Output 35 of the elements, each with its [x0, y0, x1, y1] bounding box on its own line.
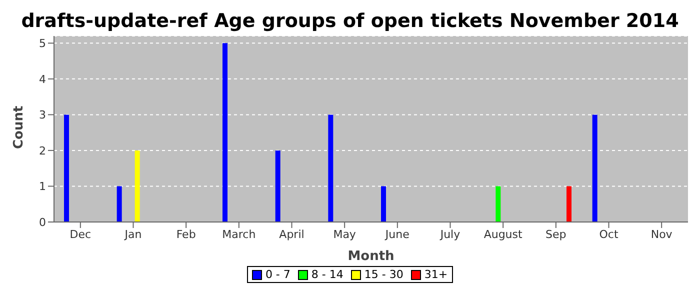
- x-tick-label: Sep: [546, 228, 566, 241]
- bar: [275, 150, 280, 222]
- bar: [592, 114, 598, 222]
- x-tick-label: Feb: [176, 228, 196, 241]
- x-tick-label: Dec: [70, 228, 92, 241]
- x-tick-label: Jan: [124, 228, 142, 241]
- y-tick-label: 2: [39, 144, 46, 158]
- chart-title: drafts-update-ref Age groups of open tickets November 2014: [20, 9, 680, 34]
- bar: [134, 150, 140, 222]
- bar: [222, 43, 228, 222]
- x-tick-label: Oct: [599, 228, 619, 241]
- legend-label: 8 - 14: [310, 268, 344, 281]
- x-tick-label: April: [279, 228, 304, 241]
- y-tick-label: 1: [39, 180, 46, 194]
- y-tick-label: 0: [39, 216, 46, 229]
- legend-label: 31+: [423, 268, 448, 281]
- legend-label: 15 - 30: [363, 268, 404, 281]
- bar: [328, 114, 334, 222]
- y-tick-label: 5: [39, 37, 46, 50]
- x-tick-label: May: [333, 228, 356, 241]
- x-axis-title: Month: [348, 249, 394, 264]
- y-axis-title: Count: [12, 106, 27, 149]
- x-tick-label: August: [484, 228, 524, 241]
- bar: [64, 114, 69, 222]
- x-tick-label: March: [222, 228, 256, 241]
- legend-label: 0 - 7: [264, 268, 290, 281]
- x-tick-label: June: [384, 228, 410, 241]
- y-tick-label: 4: [39, 72, 46, 86]
- bar: [381, 186, 386, 222]
- x-tick-label: July: [439, 228, 461, 241]
- bar: [496, 186, 501, 222]
- bar: [116, 186, 122, 222]
- bar: [566, 186, 572, 222]
- x-tick-label: Nov: [650, 228, 673, 241]
- y-tick-label: 3: [39, 108, 46, 122]
